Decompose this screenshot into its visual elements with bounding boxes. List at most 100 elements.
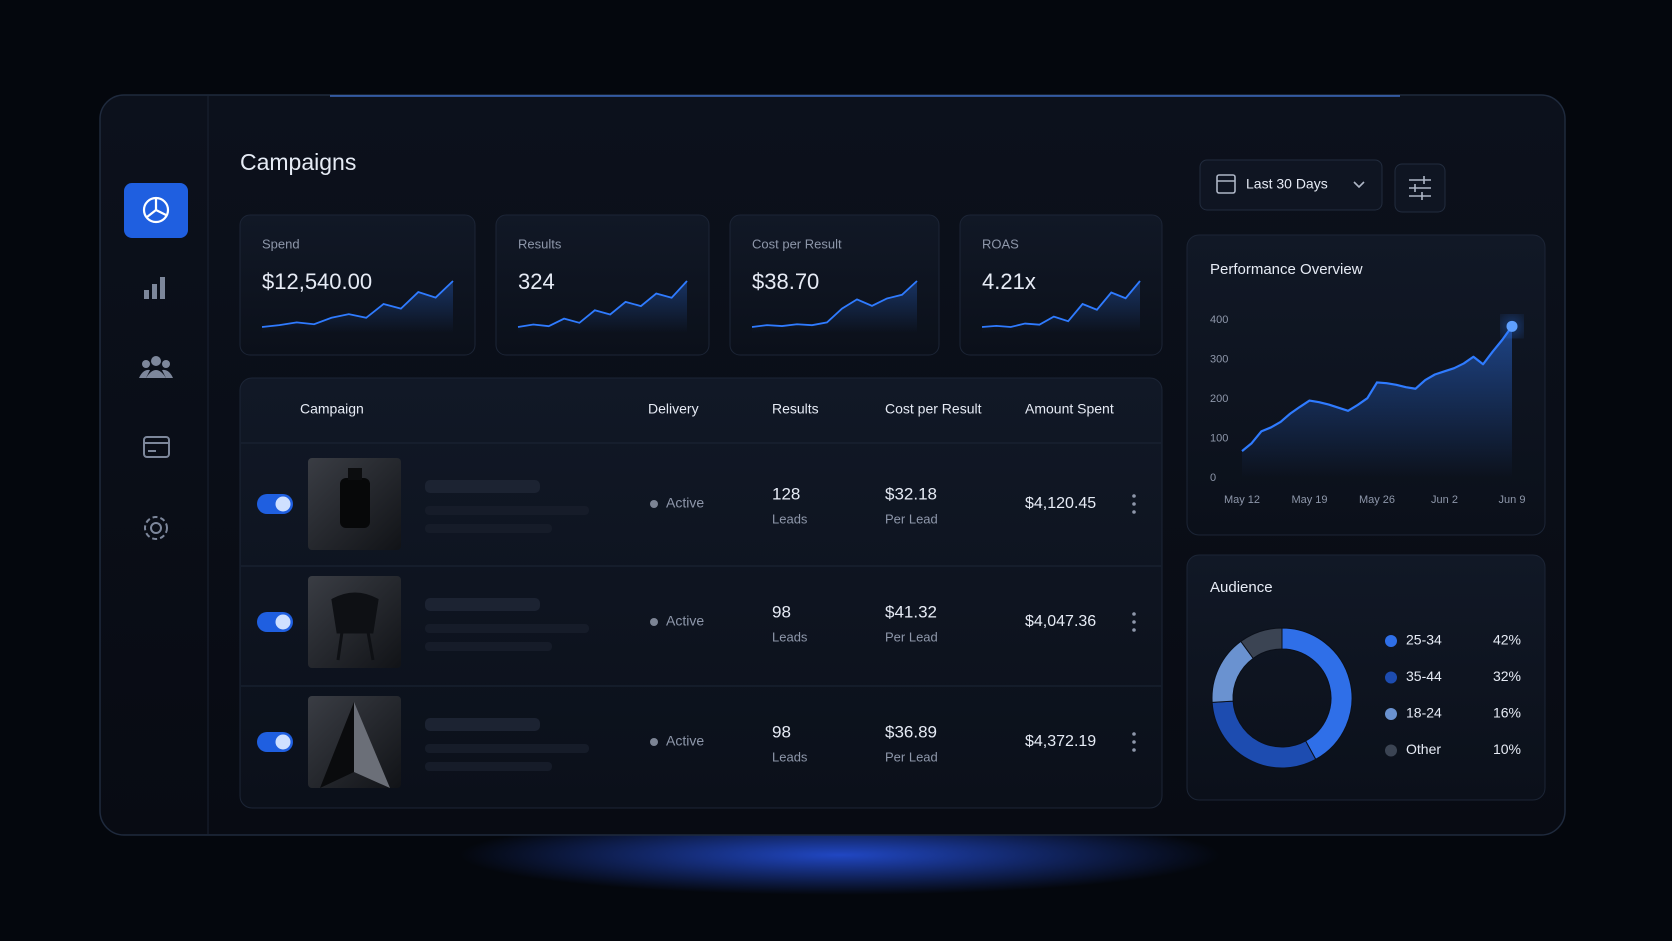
kpi-label: ROAS: [982, 236, 1019, 251]
legend-value: 16%: [1493, 705, 1521, 721]
sparkline-area: [752, 281, 917, 333]
date-range-button[interactable]: Last 30 Days: [1199, 159, 1383, 211]
delivery-status: Active: [666, 613, 704, 629]
column-header: Delivery: [648, 401, 699, 417]
bottle: [340, 478, 370, 528]
area: [1242, 326, 1512, 478]
sparkline: [517, 280, 688, 328]
menu-dot: [1132, 748, 1136, 752]
audience-card: [1186, 554, 1546, 801]
legend-dot: [1385, 744, 1397, 757]
row-menu[interactable]: [1132, 494, 1136, 514]
chart-title: Audience: [1210, 579, 1273, 596]
y-tick-label: 300: [1210, 353, 1228, 365]
text-skeleton: [425, 762, 552, 771]
toggle-knob: [275, 614, 291, 630]
amount-spent: $4,120.45: [1025, 495, 1096, 512]
line: [1241, 325, 1513, 452]
text-skeleton: [425, 642, 552, 651]
chevron: [1353, 181, 1365, 189]
delivery-status: Active: [666, 733, 704, 749]
y-tick-label: 200: [1210, 393, 1228, 405]
menu-dot: [1132, 510, 1136, 514]
sparkline-area: [518, 281, 687, 333]
legend-value: 10%: [1493, 741, 1521, 757]
y-tick-label: 400: [1210, 314, 1228, 326]
nav-billing-icon[interactable]: [143, 436, 170, 458]
results-value: 98: [772, 722, 791, 741]
page-title: Campaigns: [240, 149, 356, 175]
results-value: 98: [772, 602, 791, 621]
results-value: 128: [772, 484, 800, 503]
row-menu[interactable]: [1132, 612, 1136, 632]
results-unit: Leads: [772, 511, 808, 526]
status-dot: [650, 618, 658, 626]
x-tick-label: May 12: [1224, 494, 1260, 506]
campaign-toggle[interactable]: [257, 494, 293, 514]
row-menu[interactable]: [1132, 732, 1136, 752]
kpi-label: Spend: [262, 236, 300, 251]
nav-audience-icon[interactable]: [139, 356, 173, 378]
nav-dashboard-icon[interactable]: [142, 196, 170, 224]
cost-unit: Per Lead: [885, 749, 938, 764]
chart-title: Performance Overview: [1210, 261, 1363, 278]
kpi-value: $12,540.00: [262, 269, 372, 294]
legend-dot: [1385, 635, 1397, 647]
cost-value: $36.89: [885, 722, 937, 741]
name-skeleton: [425, 598, 540, 611]
calendar-icon: [1216, 174, 1236, 194]
filter-button[interactable]: [1394, 163, 1446, 213]
menu-dot: [1132, 620, 1136, 624]
kpi-label: Cost per Result: [752, 236, 842, 251]
sparkline-area: [982, 281, 1140, 333]
campaign-toggle[interactable]: [257, 732, 293, 752]
legend-label: 18-24: [1406, 705, 1442, 721]
pyramid-light: [354, 702, 390, 788]
name-skeleton: [425, 718, 540, 731]
cost-value: $41.32: [885, 602, 937, 621]
toggle-knob: [275, 734, 291, 750]
column-header: Campaign: [300, 401, 364, 417]
delivery-status: Active: [666, 495, 704, 511]
column-header: Amount Spent: [1025, 401, 1114, 417]
sidebar: [124, 183, 188, 540]
sparkline-area: [262, 281, 453, 333]
name-skeleton: [425, 480, 540, 493]
nav-reports-icon[interactable]: [144, 277, 165, 299]
status-dot: [650, 500, 658, 508]
donut-slice: [1240, 627, 1283, 660]
status-dot: [650, 738, 658, 746]
date-range-label: Last 30 Days: [1246, 176, 1328, 192]
x-tick-label: Jun 9: [1499, 494, 1526, 506]
sparkline: [751, 280, 918, 328]
x-tick-label: May 26: [1359, 494, 1395, 506]
kpi-label: Results: [518, 236, 562, 251]
menu-dot: [1132, 494, 1136, 498]
cost-unit: Per Lead: [885, 511, 938, 526]
amount-spent: $4,372.19: [1025, 733, 1096, 750]
sparkline: [981, 280, 1141, 328]
menu-dot: [1132, 740, 1136, 744]
legend-label: 35-44: [1406, 668, 1442, 684]
menu-dot: [1132, 612, 1136, 616]
legend-value: 32%: [1493, 668, 1521, 684]
text-skeleton: [425, 506, 589, 515]
text-skeleton: [425, 624, 589, 633]
x-tick-label: Jun 2: [1431, 494, 1458, 506]
text-skeleton: [425, 744, 589, 753]
kpi-value: 324: [518, 269, 555, 294]
legend-dot: [1385, 708, 1397, 720]
y-tick-label: 100: [1210, 432, 1228, 444]
sparkline: [261, 280, 454, 328]
kpi-value: 4.21x: [982, 269, 1036, 294]
legend-dot: [1385, 671, 1397, 684]
legend-value: 42%: [1493, 632, 1521, 648]
campaign-toggle[interactable]: [257, 612, 293, 632]
menu-dot: [1132, 732, 1136, 736]
kpi-value: $38.70: [752, 269, 819, 294]
x-tick-label: May 19: [1291, 494, 1327, 506]
amount-spent: $4,047.36: [1025, 613, 1096, 630]
text-skeleton: [425, 524, 552, 533]
nav-settings-icon[interactable]: [144, 516, 168, 540]
